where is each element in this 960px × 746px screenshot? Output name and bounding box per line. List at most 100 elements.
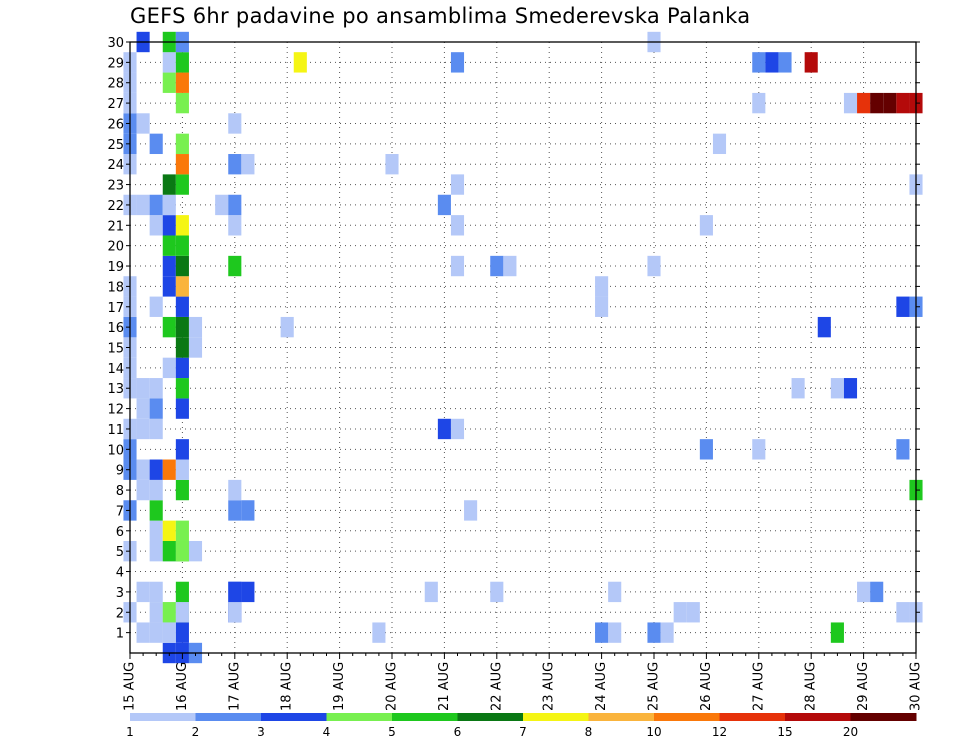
heatmap-cell [175, 540, 189, 562]
heatmap-cell [699, 439, 713, 460]
x-tick-label: 27 AUG [751, 662, 766, 711]
heatmap-cell [896, 602, 910, 623]
heatmap-cell [162, 215, 176, 236]
heatmap-cell [450, 174, 465, 195]
heatmap-cell [136, 378, 150, 399]
heatmap-cell [215, 194, 229, 216]
x-tick-label: 16 AUG [175, 662, 190, 711]
heatmap-cell [175, 215, 189, 236]
heatmap-cell [149, 459, 163, 480]
y-tick-label: 8 [116, 484, 124, 499]
heatmap-cell [830, 378, 844, 399]
heatmap-cell [162, 540, 176, 562]
heatmap-cell [857, 581, 871, 603]
legend-swatch [326, 713, 393, 721]
heatmap-cell [188, 540, 203, 562]
y-tick-label: 29 [107, 56, 124, 71]
x-tick-label: 30 AUG [909, 662, 924, 711]
heatmap-cell [503, 255, 517, 277]
heatmap-cell [673, 602, 687, 623]
heatmap-cell [175, 439, 189, 460]
heatmap-cell [188, 337, 203, 358]
y-tick-label: 24 [107, 158, 124, 173]
heatmap-cell [870, 92, 884, 114]
heatmap-cell [175, 174, 189, 195]
legend-label: 7 [519, 725, 527, 739]
x-tick-label: 22 AUG [489, 662, 504, 711]
x-tick-label: 15 AUG [123, 662, 138, 711]
heatmap-cell [149, 500, 163, 521]
heatmap-cell [385, 154, 399, 175]
legend-swatch [261, 713, 327, 721]
y-tick-label: 1 [116, 627, 124, 642]
heatmap-cell [175, 520, 189, 541]
legend-label: 20 [843, 725, 858, 739]
heatmap-cell [136, 418, 150, 440]
heatmap-cell [280, 316, 294, 338]
legend-label: 12 [712, 725, 727, 739]
heatmap-cell [149, 581, 163, 603]
heatmap-cell [896, 439, 910, 460]
legend-label: 4 [323, 725, 331, 739]
legend-label: 15 [777, 725, 792, 739]
x-tick-label: 25 AUG [647, 662, 662, 711]
y-tick-label: 19 [107, 260, 124, 275]
heatmap-cell [175, 296, 189, 317]
legend-label: 3 [257, 725, 265, 739]
heatmap-cell [162, 622, 176, 643]
heatmap-cell [162, 459, 176, 480]
heatmap-cell [175, 255, 189, 277]
y-tick-label: 17 [107, 301, 124, 316]
y-tick-label: 11 [107, 423, 124, 438]
heatmap-cell [778, 52, 792, 73]
heatmap-cell [175, 378, 189, 399]
heatmap-cell [175, 154, 189, 175]
heatmap-cell [752, 439, 766, 460]
legend-swatch [588, 713, 655, 721]
heatmap-cell [712, 133, 727, 155]
heatmap-cell [149, 296, 163, 317]
x-tick-label: 23 AUG [542, 662, 557, 711]
heatmap-cell [450, 255, 465, 277]
heatmap-cell [437, 194, 451, 216]
y-tick-label: 23 [107, 179, 124, 194]
legend-swatch [130, 713, 196, 721]
legend-label: 2 [192, 725, 200, 739]
heatmap-cell [136, 581, 150, 603]
heatmap-cell [595, 622, 609, 643]
y-tick-label: 26 [107, 117, 124, 132]
heatmap-cell [450, 52, 465, 73]
heatmap-cell [162, 52, 176, 73]
heatmap-cell [149, 602, 163, 623]
legend-swatch [457, 713, 524, 721]
y-tick-label: 20 [107, 240, 124, 255]
y-tick-label: 28 [107, 77, 124, 92]
x-tick-label: 17 AUG [227, 662, 242, 711]
heatmap-cell [699, 215, 713, 236]
heatmap-cell [175, 337, 189, 358]
heatmap-cell [175, 602, 189, 623]
heatmap-cell [450, 215, 465, 236]
legend-swatch [523, 713, 589, 721]
heatmap-cell [228, 113, 242, 134]
heatmap-cell [883, 92, 897, 114]
heatmap-cell [149, 622, 163, 643]
heatmap-cell [765, 52, 779, 73]
y-tick-label: 10 [107, 443, 124, 458]
x-tick-label: 26 AUG [699, 662, 714, 711]
heatmap-cell [162, 72, 176, 93]
heatmap-cell [752, 92, 766, 114]
legend-swatch [654, 713, 720, 721]
x-tick-label: 29 AUG [856, 662, 871, 711]
heatmap-cell [162, 276, 176, 297]
heatmap-cell [175, 316, 189, 338]
x-tick-label: 24 AUG [594, 662, 609, 711]
heatmap-cell [241, 500, 255, 521]
heatmap-cell [175, 52, 189, 73]
heatmap-cell [136, 194, 150, 216]
heatmap-cell [162, 602, 176, 623]
legend-swatch [719, 713, 786, 721]
heatmap-cell [424, 581, 438, 603]
heatmap-cell [136, 398, 150, 419]
y-tick-label: 13 [107, 382, 124, 397]
